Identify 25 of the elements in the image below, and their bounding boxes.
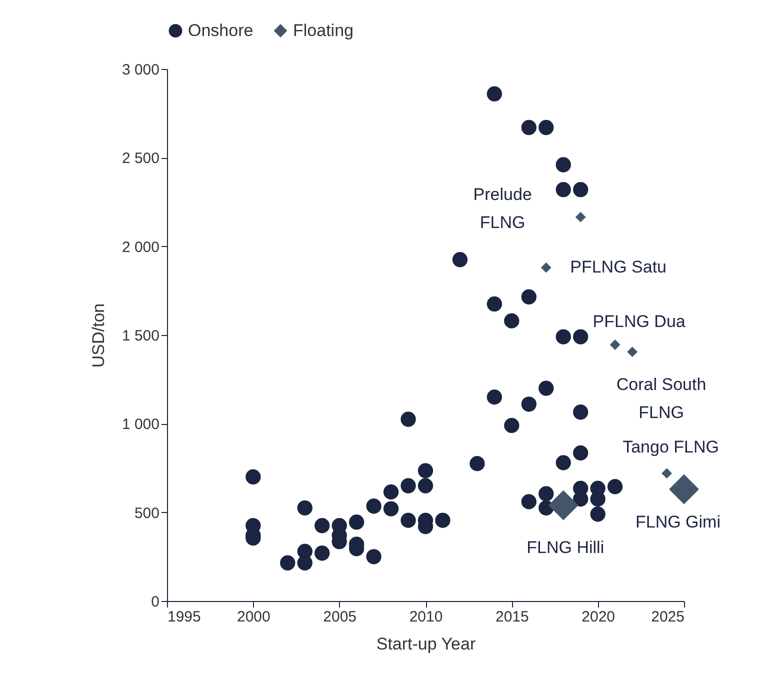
x-tick-label: 2020 [582,608,616,626]
y-tick-label: 500 [134,504,160,522]
legend-label: Onshore [188,20,254,40]
y-tick-label: 1 000 [122,416,160,434]
x-tick-label: 2005 [323,608,357,626]
annotation: Tango FLNG [622,437,719,456]
annotation: Prelude FLNG [473,185,532,232]
annotation: FLNG Hilli [526,538,604,558]
annotation: FLNG Gimi [636,512,720,532]
x-tick-label: 2025 [651,608,684,626]
legend-label: Floating [293,20,354,40]
x-tick-label: 2010 [409,608,443,626]
annotation: PFLNG Satu [570,258,667,277]
x-tick-label: 1995 [168,608,201,626]
y-tick-label: 0 [151,594,160,610]
y-axis-title: USD/ton [88,303,108,368]
y-tick-label: 3 000 [122,62,160,78]
x-axis-title: Start-up Year [376,634,476,654]
x-tick-label: 2015 [495,608,529,626]
y-tick-label: 2 500 [122,150,160,168]
y-tick-label: 1 500 [122,328,160,344]
annotation: Coral South FLNG [616,374,706,422]
annotation: PFLNG Dua [592,312,686,331]
x-tick-label: 2000 [236,608,270,626]
y-tick-label: 2 000 [122,238,160,256]
